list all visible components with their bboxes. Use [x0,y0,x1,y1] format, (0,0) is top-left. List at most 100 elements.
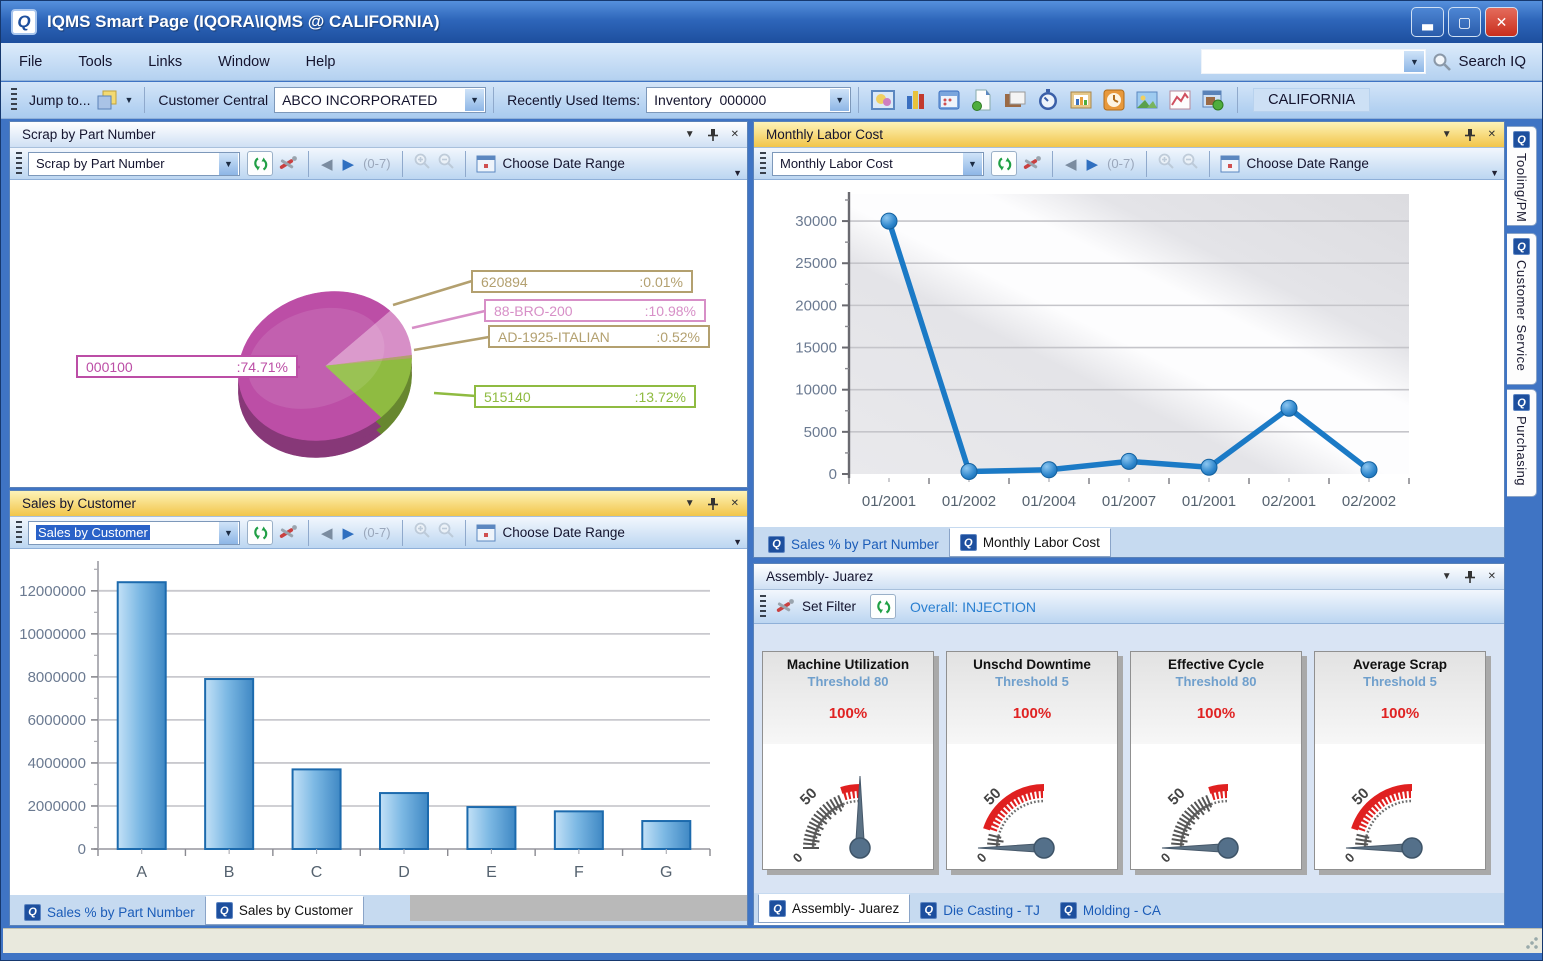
menu-links[interactable]: Links [148,53,183,70]
framed-chart-icon[interactable] [1068,87,1094,113]
tab-die-casting-tj[interactable]: Q Die Casting - TJ [910,897,1050,923]
view-select[interactable]: Monthly Labor Cost ▼ [772,151,984,176]
menu-window[interactable]: Window [218,53,270,70]
zoom-out-icon[interactable] [1181,152,1199,175]
iqms-tab-icon: Q [769,900,786,917]
pin-icon[interactable] [707,128,719,141]
calendar-range-icon[interactable] [473,151,499,177]
customer-central-label[interactable]: Customer Central [158,92,269,108]
nav-back-icon[interactable]: ◀ [1065,155,1077,173]
zoom-in-icon[interactable] [1157,152,1175,175]
tab-assembly-juarez[interactable]: Q Assembly- Juarez [758,894,911,923]
chevron-down-icon[interactable]: ▼ [124,95,134,105]
tools-icon[interactable] [772,594,798,620]
chevron-down-icon[interactable]: ▼ [963,152,982,175]
svg-text:15000: 15000 [795,340,837,357]
nav-forward-icon[interactable]: ▶ [342,524,355,542]
toolbar-grip[interactable] [16,520,22,545]
assembly-gauges-body: Machine Utilization Threshold 80 100% 50… [754,624,1504,893]
report-icon[interactable] [969,87,995,113]
chevron-down-icon[interactable]: ▼ [219,521,238,544]
sidebar-tab-purchasing[interactable]: Q Purchasing [1507,389,1537,497]
nav-back-icon[interactable]: ◀ [321,155,333,173]
menu-file[interactable]: File [19,53,43,70]
menu-tools[interactable]: Tools [78,53,113,70]
zoom-in-icon[interactable] [413,521,431,544]
tools-icon[interactable] [275,151,301,177]
nav-forward-icon[interactable]: ▶ [1086,155,1099,173]
stopwatch-icon[interactable] [1035,87,1061,113]
maximize-button[interactable]: ▢ [1448,7,1481,37]
close-icon[interactable]: ✕ [1487,571,1496,582]
line-graph-icon[interactable] [1167,87,1193,113]
close-button[interactable]: ✕ [1485,7,1518,37]
clock-icon[interactable] [1101,87,1127,113]
calendar-icon[interactable] [936,87,962,113]
search-input[interactable]: ▼ [1201,49,1427,74]
chevron-down-icon[interactable]: ▼ [465,89,485,111]
close-icon[interactable]: ✕ [730,129,739,140]
refresh-button[interactable] [247,151,273,176]
sidebar-tab-customer-service[interactable]: Q Customer Service [1507,233,1537,385]
tools-icon[interactable] [275,520,301,546]
panel-menu-icon[interactable]: ▼ [684,498,695,509]
tab-molding-ca[interactable]: Q Molding - CA [1050,897,1171,923]
nav-back-icon[interactable]: ◀ [321,524,333,542]
tools-icon[interactable] [1019,151,1045,177]
chevron-down-icon[interactable]: ▼ [219,152,238,175]
choose-date-range-button[interactable]: Choose Date Range [502,156,625,171]
customer-select[interactable]: ABCO INCORPORATED ▼ [274,87,487,113]
jump-to-button[interactable]: Jump to... [29,92,91,108]
tab-sales-pct-by-part-number[interactable]: Q Sales % by Part Number [758,531,949,557]
svg-text:0: 0 [790,850,806,866]
refresh-button[interactable] [870,594,897,619]
toolbar-grip[interactable] [760,594,766,619]
panel-menu-icon[interactable]: ▼ [1441,129,1452,140]
refresh-button[interactable] [991,151,1017,176]
sidebar-tab-tooling-pm[interactable]: Q Tooling/PM [1507,126,1537,226]
zoom-out-icon[interactable] [437,521,455,544]
search-icon[interactable] [1432,52,1452,72]
tab-sales-pct-by-part-number[interactable]: Q Sales % by Part Number [14,899,205,925]
toolbar-overflow-icon[interactable]: ▼ [1490,168,1499,178]
search-iq-label[interactable]: Search IQ [1458,53,1526,70]
recent-items-select[interactable]: Inventory 000000 ▼ [646,87,852,113]
image-icon[interactable] [1134,87,1160,113]
toolbar-overflow-icon[interactable]: ▼ [733,168,742,178]
menu-help[interactable]: Help [305,53,336,70]
calendar-range-icon[interactable] [473,520,499,546]
gauge-title: Machine Utilization [786,657,910,672]
choose-date-range-button[interactable]: Choose Date Range [1246,156,1369,171]
close-icon[interactable]: ✕ [1487,129,1496,140]
view-select[interactable]: Scrap by Part Number ▼ [28,151,240,176]
pin-icon[interactable] [1464,570,1476,583]
bar-chart-icon[interactable] [903,87,929,113]
tab-monthly-labor-cost[interactable]: Q Monthly Labor Cost [948,528,1111,557]
nav-forward-icon[interactable]: ▶ [342,155,355,173]
panel-menu-icon[interactable]: ▼ [1441,571,1452,582]
refresh-button[interactable] [247,520,273,545]
chevron-down-icon[interactable]: ▼ [830,89,850,111]
window-switch-icon[interactable] [96,89,120,111]
toolbar-grip[interactable] [760,151,766,176]
toolbar-grip[interactable] [11,88,17,112]
toolbar-overflow-icon[interactable]: ▼ [733,537,742,547]
zoom-out-icon[interactable] [437,152,455,175]
pin-icon[interactable] [1464,128,1476,141]
close-icon[interactable]: ✕ [730,498,739,509]
zoom-in-icon[interactable] [413,152,431,175]
layers-icon[interactable] [1002,87,1028,113]
chevron-down-icon[interactable]: ▼ [1404,51,1425,72]
view-select[interactable]: Sales by Customer ▼ [28,520,240,545]
picture-chart-icon[interactable] [870,87,896,113]
pin-icon[interactable] [707,497,719,510]
toolbar-grip[interactable] [16,151,22,176]
resize-grip[interactable] [1525,936,1539,950]
choose-date-range-button[interactable]: Choose Date Range [502,525,625,540]
set-filter-button[interactable]: Set Filter [802,599,857,614]
tab-sales-by-customer[interactable]: Q Sales by Customer [204,896,364,925]
window-orb-icon[interactable] [1200,87,1226,113]
calendar-range-icon[interactable] [1217,151,1243,177]
panel-menu-icon[interactable]: ▼ [684,129,695,140]
minimize-button[interactable]: ▃ [1411,7,1444,37]
